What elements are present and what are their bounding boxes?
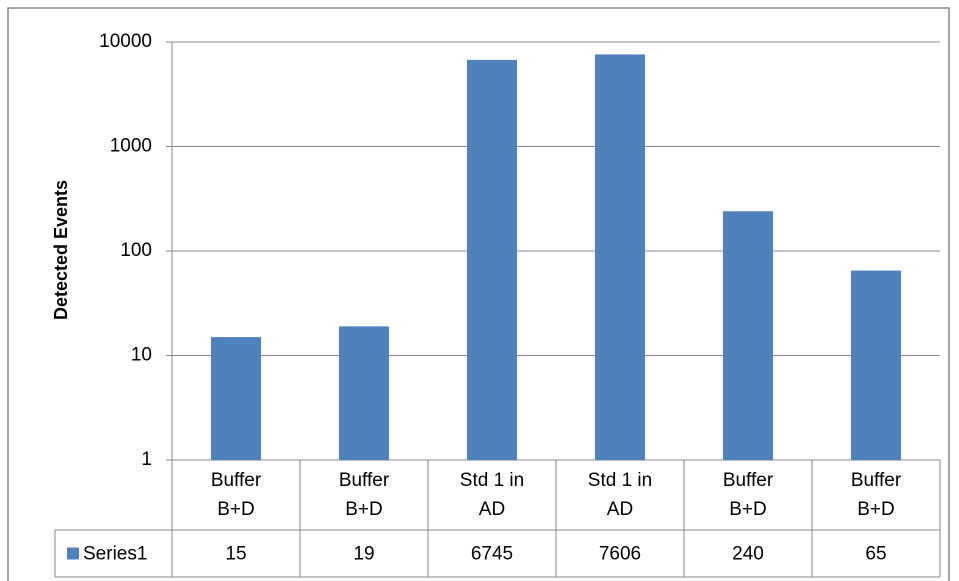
category-cell: Buffer B+D — [850, 470, 902, 520]
category-cell: Buffer B+D — [210, 470, 262, 520]
x-tick-label: Buffer B+D — [722, 470, 774, 520]
x-tick-label: Buffer B+D — [338, 470, 390, 520]
bar — [467, 59, 517, 460]
x-tick-label: Buffer B+D — [210, 470, 262, 520]
bar — [211, 337, 261, 460]
chart-frame — [7, 7, 950, 581]
table-value: 65 — [865, 544, 886, 565]
y-tick-label: 10 — [131, 345, 152, 366]
bar — [595, 54, 645, 461]
legend-label: Series1 — [83, 544, 147, 565]
category-cell: Buffer B+D — [338, 470, 390, 520]
table-value: 6745 — [471, 544, 513, 565]
category-cell: Std 1 in AD — [459, 470, 525, 520]
y-tick-label: 100 — [120, 240, 152, 261]
y-tick-label: 1 — [141, 449, 152, 470]
x-tick-label: Std 1 in AD — [459, 470, 525, 520]
x-tick-label: Buffer B+D — [850, 470, 902, 520]
table-value: 7606 — [599, 544, 641, 565]
y-tick-label: 10000 — [99, 31, 152, 52]
y-tick-label: 1000 — [110, 136, 152, 157]
category-cell: Std 1 in AD — [587, 470, 653, 520]
bar — [339, 326, 389, 460]
table-value: 240 — [732, 544, 764, 565]
x-tick-label: Std 1 in AD — [587, 470, 653, 520]
table-value: 19 — [353, 544, 374, 565]
bar — [851, 270, 901, 460]
bar — [723, 211, 773, 460]
legend-key — [67, 547, 79, 560]
category-cell: Buffer B+D — [722, 470, 774, 520]
table-value: 15 — [225, 544, 246, 565]
y-axis-label: Detected Events — [51, 180, 71, 320]
